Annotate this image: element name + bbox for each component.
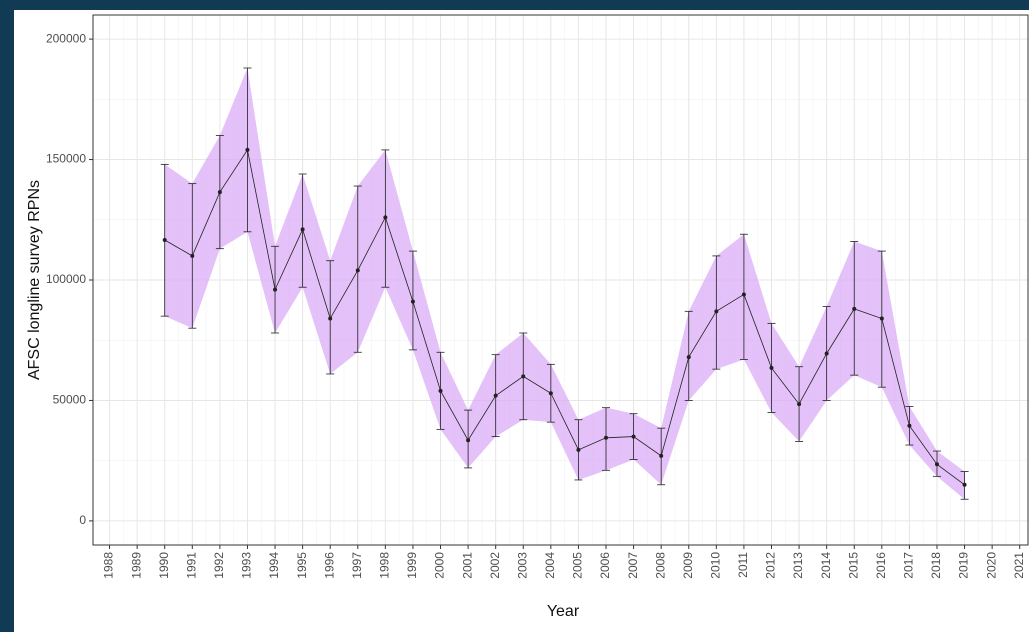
x-tick-label: 2007 [626,552,640,579]
x-tick-label: 2012 [764,552,778,579]
x-tick-label: 1995 [295,552,309,579]
point [879,316,884,321]
x-tick-label: 2021 [1012,552,1026,579]
y-tick-label: 200000 [46,31,86,45]
x-tick-label: 2009 [681,552,695,579]
point [824,351,829,356]
point [714,309,719,314]
point [300,227,305,232]
x-tick-label: 2018 [929,552,943,579]
y-tick-label: 150000 [46,152,86,166]
point [521,374,526,379]
point [190,253,195,258]
point [493,393,498,398]
x-tick-label: 2019 [957,552,971,579]
point [686,355,691,360]
x-axis-title: Year [547,603,580,620]
point [852,306,857,311]
point [659,453,664,458]
point [769,365,774,370]
point [383,215,388,220]
point [328,316,333,321]
point [631,434,636,439]
point [466,438,471,443]
point [576,447,581,452]
x-tick-label: 2010 [709,552,723,579]
point [245,147,250,152]
x-tick-label: 1999 [405,552,419,579]
x-tick-label: 2000 [433,552,447,579]
x-tick-label: 2011 [736,552,750,578]
point [797,402,802,407]
point [741,292,746,297]
x-tick-label: 1991 [184,552,198,579]
point [962,482,967,487]
point [217,190,222,195]
x-tick-label: 1989 [129,552,143,579]
x-tick-label: 2006 [598,552,612,579]
x-tick-label: 2016 [874,552,888,579]
point [410,299,415,304]
x-tick-label: 2020 [984,552,998,579]
x-tick-label: 1990 [157,552,171,579]
x-tick-label: 2008 [653,552,667,579]
point [907,423,912,428]
point [604,435,609,440]
point [934,462,939,467]
point [273,287,278,292]
x-tick-label: 2003 [515,552,529,579]
x-tick-label: 1993 [240,552,254,579]
y-tick-label: 100000 [46,272,86,286]
x-tick-label: 1997 [350,552,364,579]
x-tick-label: 1992 [212,552,226,579]
point [162,238,167,243]
y-axis-title: AFSC longline survey RPNs [26,180,43,380]
y-tick-label: 50000 [53,393,87,407]
point [438,388,443,393]
x-tick-label: 2014 [819,552,833,579]
x-tick-label: 2002 [488,552,502,579]
confidence-band [164,68,965,500]
x-tick-label: 1998 [378,552,392,579]
x-tick-label: 1996 [322,552,336,579]
x-tick-label: 2015 [846,552,860,579]
error-bar [739,233,748,360]
x-tick-label: 2004 [543,552,557,579]
point [355,268,360,273]
point [548,391,553,396]
x-tick-label: 2005 [571,552,585,579]
x-tick-label: 2017 [902,552,916,579]
line [164,148,965,486]
x-tick-label: 1988 [102,552,116,579]
x-tick-label: 1994 [267,552,281,579]
y-tick-label: 0 [79,513,86,527]
x-tick-label: 2013 [791,552,805,579]
x-tick-label: 2001 [460,552,474,579]
